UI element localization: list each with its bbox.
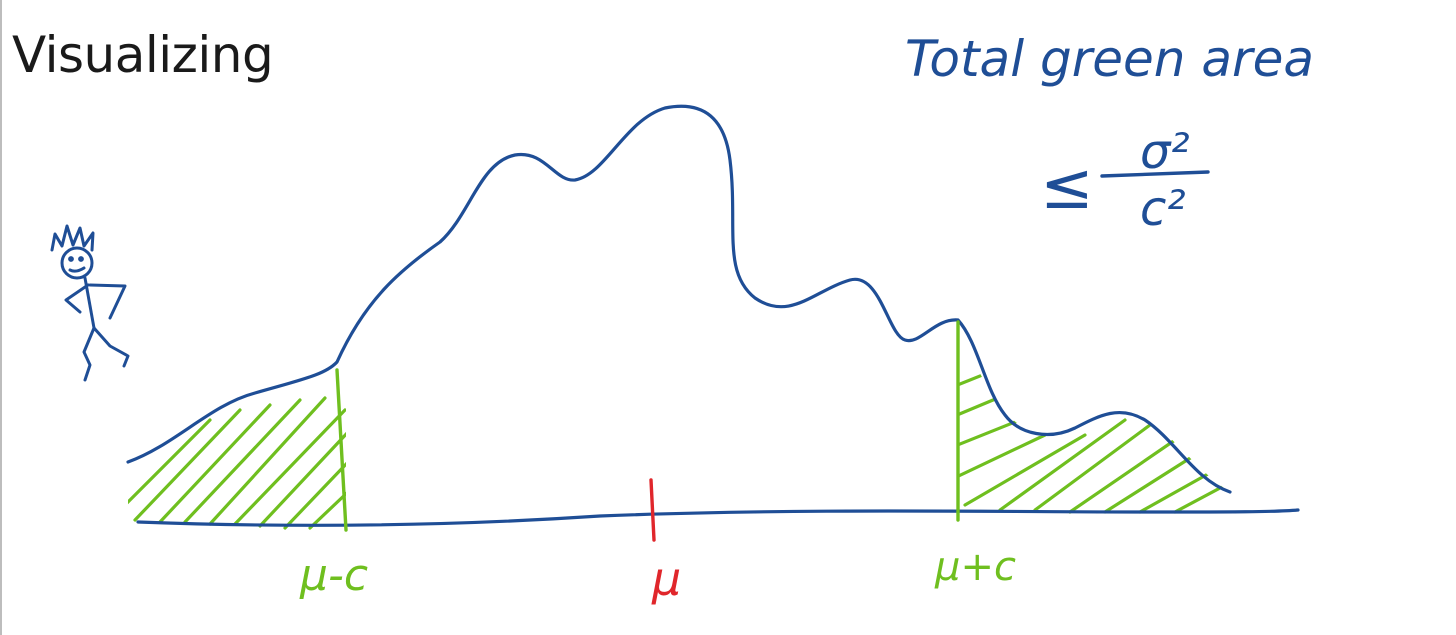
stick-figure-icon (50, 224, 130, 382)
mean-tick (649, 478, 656, 542)
label-mu-plus-c: μ+c (934, 544, 1016, 590)
left-tail-hatching (128, 396, 346, 530)
slide-title: Visualizing (12, 26, 274, 84)
slide-left-border (0, 0, 2, 635)
right-tail-hatching (958, 368, 1230, 514)
label-mu: μ (651, 552, 681, 606)
annotation-numerator: σ² (1140, 124, 1190, 180)
annotation-fraction-bar (1100, 170, 1210, 178)
annotation-total-green-area: Total green area (905, 30, 1314, 88)
annotation-leq: ≤ (1040, 150, 1094, 224)
annotation-denominator: c² (1140, 181, 1186, 237)
x-axis-line (136, 508, 1300, 527)
density-curve (126, 104, 1232, 494)
label-mu-minus-c: μ-c (299, 550, 368, 601)
mu-minus-c-boundary (335, 368, 348, 532)
